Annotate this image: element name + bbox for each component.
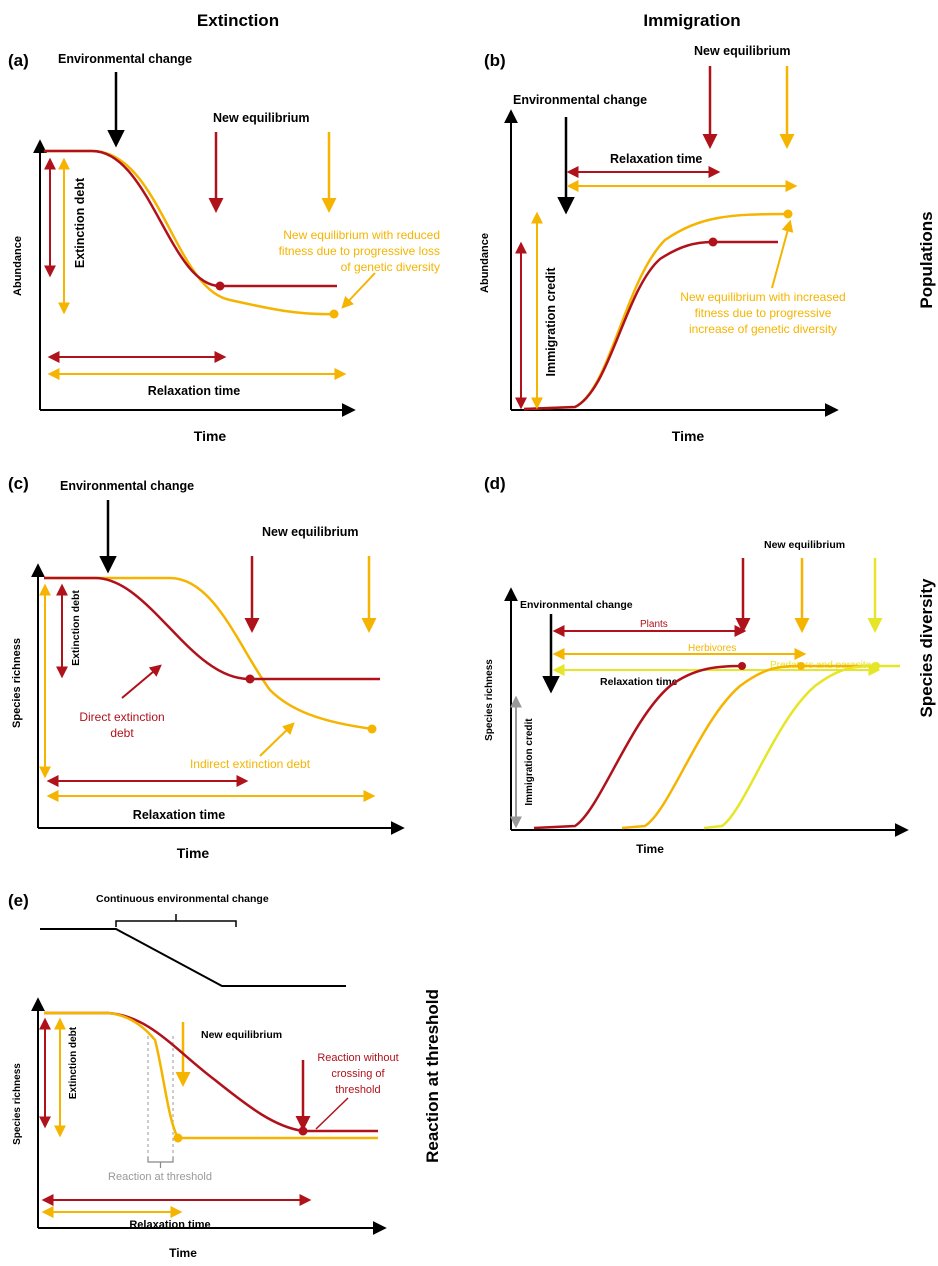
panel-e-threshold-bracket (147, 1157, 174, 1168)
panel-e-reaction-without-line-1: Reaction without (317, 1052, 398, 1064)
panel-d-orange-dot (797, 662, 805, 670)
panel-a-env-change-label: Environmental change (58, 52, 192, 66)
panel-e-environment-line (40, 928, 346, 987)
panel-d-orange-curve (621, 664, 875, 830)
panel-c-env-change-label: Environmental change (60, 479, 194, 493)
panel-e-extinction-debt-label: Extinction debt (68, 1026, 79, 1099)
panel-d-env-change-label: Environmental change (520, 599, 633, 611)
panel-c-orange-curve (44, 576, 374, 731)
panel-c-direct-debt-pointer (121, 664, 162, 699)
panel-e: (e) Continuous environmental change Spec… (8, 891, 399, 1260)
panel-b-y-axis-label: Abundance (479, 233, 491, 293)
panel-a-red-curve (44, 149, 337, 288)
panel-e-continuous-change-label: Continuous environmental change (96, 893, 269, 905)
panel-a-letter: (a) (8, 51, 29, 70)
panel-a-note: New equilibrium with reduced fitness due… (279, 228, 440, 274)
panel-a-relaxation-label: Relaxation time (148, 384, 240, 398)
panel-a-new-eq-label: New equilibrium (213, 111, 310, 125)
panel-b-note-line-1: New equilibrium with increased (680, 290, 845, 304)
panel-e-reaction-without-line-3: threshold (335, 1084, 380, 1096)
panel-d-y-axis-label: Species richness (484, 659, 495, 741)
panel-e-reaction-at-threshold-label: Reaction at threshold (108, 1171, 212, 1183)
panel-d-herbivores-label: Herbivores (688, 643, 736, 654)
panel-b: (b) New equilibrium Environmental change… (479, 44, 846, 444)
panel-e-red-dot (298, 1126, 308, 1136)
panel-a-note-line-1: New equilibrium with reduced (283, 228, 440, 242)
panel-b-red-dot (708, 237, 718, 247)
panel-c-indirect-debt-pointer (259, 722, 295, 757)
panel-e-red-curve (44, 1011, 378, 1133)
panel-b-note-line-2: fitness due to progressive (695, 306, 832, 320)
side-label-reaction-at-threshold: Reaction at threshold (423, 989, 442, 1163)
panel-a-note-line-3: of genetic diversity (341, 260, 440, 274)
panel-a: (a) Environmental change New equilibrium… (8, 51, 440, 444)
panel-c-y-axis-label: Species richness (11, 638, 23, 728)
panel-d-yellow-dot (872, 662, 880, 670)
panel-b-red-curve (523, 240, 778, 411)
panel-e-reaction-without-pointer (315, 1097, 349, 1130)
panel-b-orange-dot (783, 209, 793, 219)
panel-b-relaxation-label: Relaxation time (610, 152, 702, 166)
panel-e-change-bracket (115, 914, 237, 927)
panel-b-letter: (b) (484, 51, 506, 70)
panel-b-x-axis-label: Time (672, 428, 705, 444)
panel-b-immigration-credit-label: Immigration credit (544, 267, 558, 377)
panel-b-new-eq-label: New equilibrium (694, 44, 791, 58)
panel-e-reaction-without-note: Reaction without crossing of threshold (317, 1052, 398, 1096)
panel-a-y-axis-label: Abundance (12, 236, 24, 296)
panel-c-new-eq-label: New equilibrium (262, 525, 359, 539)
side-label-species-diversity: Species diversity (917, 578, 936, 717)
panel-c-letter: (c) (8, 474, 29, 493)
panel-a-red-dot (215, 281, 225, 291)
panel-c-orange-dot (367, 724, 377, 734)
panel-b-env-change-label: Environmental change (513, 93, 647, 107)
panel-c: (c) Environmental change New equilibrium… (8, 474, 405, 861)
panel-b-note: New equilibrium with increased fitness d… (680, 290, 845, 336)
panel-c-red-curve (44, 576, 380, 681)
panel-e-orange-curve (44, 1011, 378, 1140)
panel-e-orange-dot (173, 1133, 183, 1143)
panel-b-note-pointer (771, 219, 794, 289)
panel-a-note-pointer (341, 272, 376, 309)
panel-c-direct-debt-line-2: debt (110, 726, 134, 740)
header-extinction: Extinction (197, 11, 279, 30)
panel-d-red-curve (533, 664, 743, 830)
panel-c-x-axis-label: Time (177, 845, 210, 861)
panel-c-red-dot (245, 674, 255, 684)
panel-c-indirect-debt-label: Indirect extinction debt (190, 757, 311, 771)
panel-a-x-axis-label: Time (194, 428, 227, 444)
panel-e-x-axis-label: Time (169, 1246, 197, 1260)
side-label-populations: Populations (917, 211, 936, 308)
panel-c-extinction-debt-label: Extinction debt (70, 590, 82, 666)
header-immigration: Immigration (643, 11, 740, 30)
panel-d-x-axis-label: Time (636, 842, 664, 856)
panel-a-extinction-debt-label: Extinction debt (73, 177, 87, 268)
panel-a-orange-dot (329, 309, 339, 319)
panel-a-note-line-2: fitness due to progressive loss (279, 244, 440, 258)
panel-d: (d) New equilibrium Environmental change… (484, 474, 909, 856)
panel-e-new-eq-label: New equilibrium (201, 1029, 282, 1041)
panel-c-relaxation-label: Relaxation time (133, 808, 225, 822)
panel-c-direct-debt-line-1: Direct extinction (79, 710, 164, 724)
panel-c-direct-debt-note: Direct extinction debt (79, 710, 164, 740)
panel-d-yellow-curve (703, 664, 900, 830)
panel-e-letter: (e) (8, 891, 29, 910)
panel-a-orange-curve (44, 149, 335, 316)
panel-d-immigration-credit-label: Immigration credit (524, 718, 535, 806)
panel-d-relaxation-label: Relaxation time (600, 676, 678, 688)
panel-e-relaxation-label: Relaxation time (129, 1219, 210, 1231)
panel-d-new-eq-label: New equilibrium (764, 539, 845, 551)
panel-d-plants-label: Plants (640, 619, 668, 630)
panel-d-red-dot (738, 662, 746, 670)
panel-d-letter: (d) (484, 474, 506, 493)
panel-b-note-line-3: increase of genetic diversity (689, 322, 837, 336)
panel-e-y-axis-label: Species richness (12, 1063, 23, 1145)
panel-e-reaction-without-line-2: crossing of (331, 1068, 385, 1080)
